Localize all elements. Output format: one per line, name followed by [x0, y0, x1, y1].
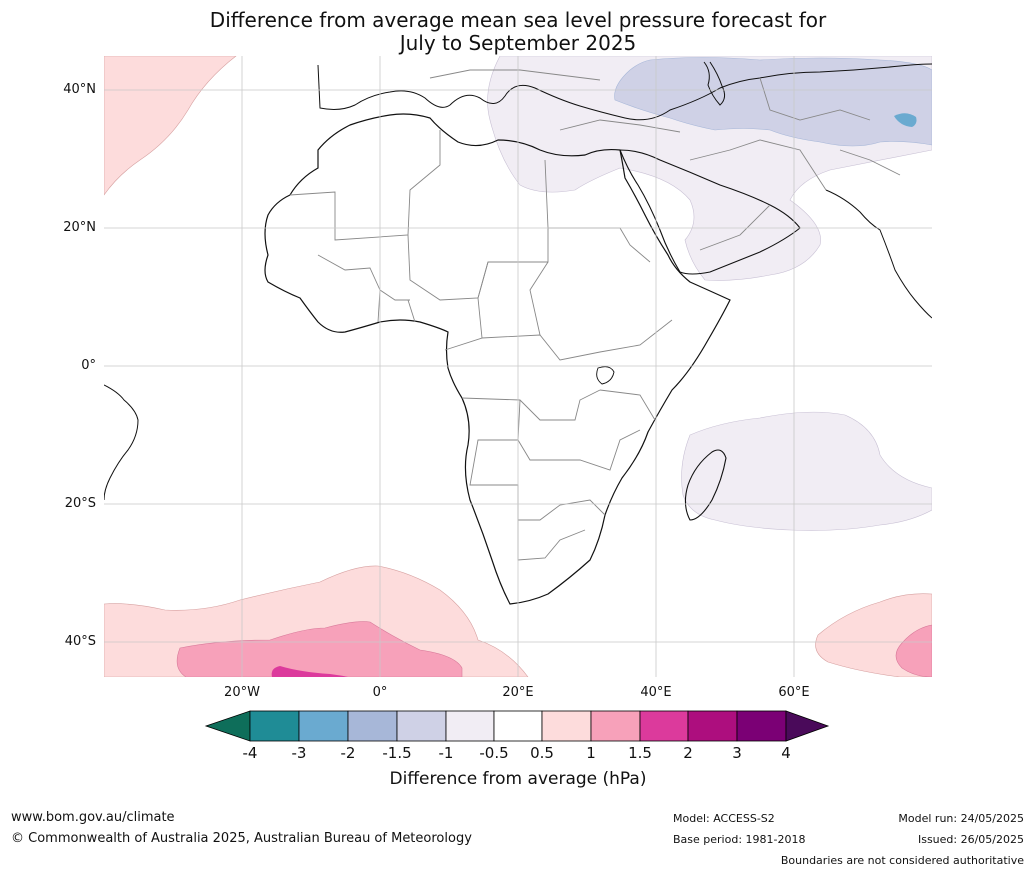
lon-label-20w: 20°W [224, 685, 260, 700]
colorbar-extend-high [785, 710, 830, 742]
colorbar-bin [249, 710, 300, 742]
colorbar-tick-label: -1.5 [382, 744, 412, 762]
india-coastline [825, 189, 932, 319]
colorbar-tick-label: 4 [781, 744, 791, 762]
colorbar-bin [298, 710, 349, 742]
colorbar-bin [639, 710, 689, 742]
colorbar-bin [736, 710, 787, 742]
arabian-peninsula [619, 149, 801, 275]
colorbar-tick-label: 3 [732, 744, 742, 762]
colorbar-bin [347, 710, 398, 742]
madagascar [684, 449, 727, 521]
map-title: Difference from average mean sea level p… [104, 9, 932, 55]
colorbar-tick-label: 1.5 [628, 744, 652, 762]
colorbar-tick-label: -1 [438, 744, 454, 762]
lake-victoria [596, 366, 615, 385]
lat-label-equator: 0° [81, 358, 96, 373]
disclaimer-text: Boundaries are not considered authoritat… [780, 854, 1024, 867]
base-period-text: Base period: 1981-2018 [673, 833, 806, 846]
lon-label-0: 0° [372, 685, 388, 700]
title-line-2: July to September 2025 [399, 31, 637, 55]
colorbar-title: Difference from average (hPa) [389, 769, 647, 789]
graticule [104, 56, 932, 677]
lat-label-40n: 40°N [63, 82, 96, 97]
south-america-coastline [104, 384, 139, 501]
colorbar-bin [590, 710, 641, 742]
anomaly-area-southern-ocean-core [271, 666, 348, 677]
colorbar-tick-label: -2 [340, 744, 356, 762]
anomaly-area-southern-ocean-west-inner [176, 621, 463, 677]
colorbar-bin [541, 710, 592, 742]
anomaly-area-central-asia [614, 57, 932, 147]
colorbar [204, 710, 830, 742]
lon-label-60e: 60°E [778, 685, 810, 700]
lon-label-40e: 40°E [640, 685, 672, 700]
colorbar-tick-label: -3 [291, 744, 307, 762]
colorbar-bin [493, 710, 543, 742]
website-link[interactable]: www.bom.gov.au/climate [11, 810, 175, 825]
colorbar-tick-label: 0.5 [530, 744, 554, 762]
colorbar-extend-low [204, 710, 251, 742]
colorbar-bin [445, 710, 495, 742]
model-run-text: Model run: 24/05/2025 [898, 812, 1024, 825]
caspian-sea [703, 61, 726, 106]
lon-label-20e: 20°E [502, 685, 534, 700]
anomaly-area-tibet [894, 113, 917, 127]
colorbar-tick-label: -0.5 [479, 744, 509, 762]
colorbar-bin [687, 710, 738, 742]
copyright-text: © Commonwealth of Australia 2025, Austra… [11, 831, 472, 846]
anomaly-area-northwest-atlantic [104, 56, 237, 196]
model-text: Model: ACCESS-S2 [673, 812, 775, 825]
issued-text: Issued: 26/05/2025 [917, 833, 1024, 846]
lat-label-20s: 20°S [64, 496, 96, 511]
anomaly-area-southern-ocean-east-inner [895, 624, 932, 677]
lat-label-20n: 20°N [63, 220, 96, 235]
title-line-1: Difference from average mean sea level p… [209, 8, 827, 32]
europe-coastline [317, 63, 932, 121]
lat-label-40s: 40°S [64, 634, 96, 649]
colorbar-tick-label: 2 [683, 744, 693, 762]
colorbar-bin [396, 710, 447, 742]
colorbar-tick-label: 1 [586, 744, 596, 762]
colorbar-tick-label: -4 [242, 744, 258, 762]
africa-coastline [264, 113, 731, 605]
